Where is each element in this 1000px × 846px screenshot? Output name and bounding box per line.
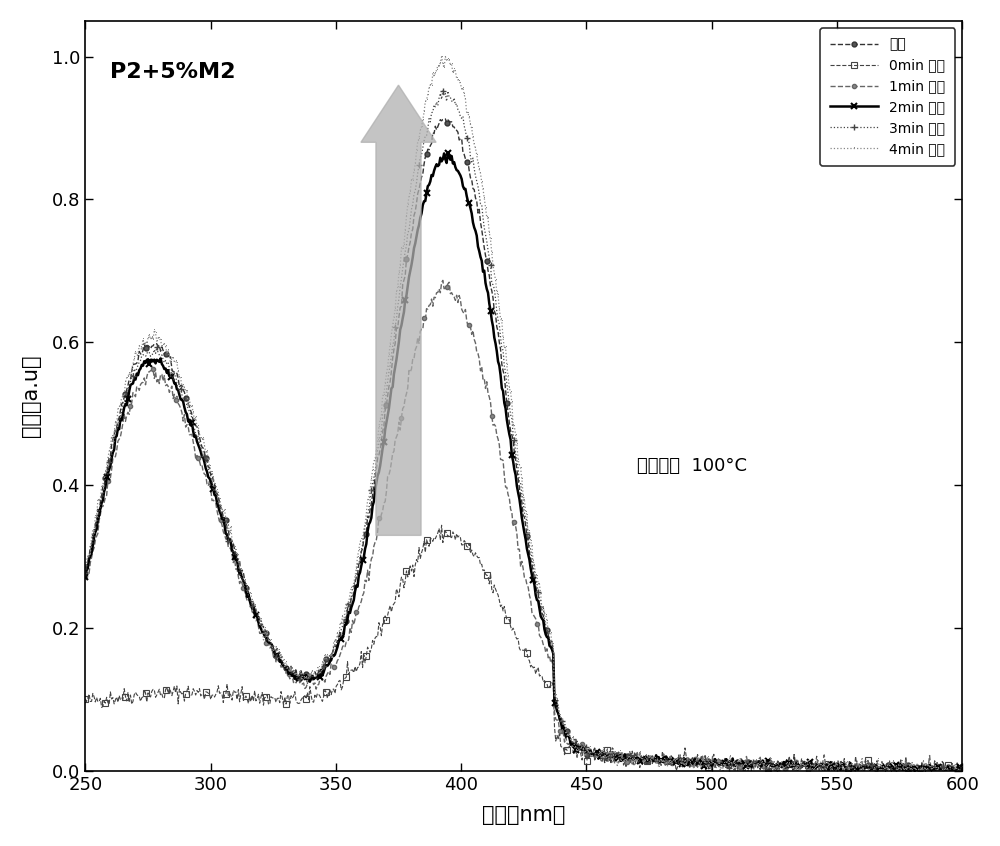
0min 洗脱 xyxy=(872,763,884,773)
0min 洗脱 xyxy=(956,765,968,775)
Line: 加热: 加热 xyxy=(83,117,965,773)
加热 xyxy=(818,766,830,777)
加热 xyxy=(294,669,306,679)
3min 洗脱 xyxy=(763,759,775,769)
Legend: 加热, 0min 洗脱, 1min 洗脱, 2min 洗脱, 3min 洗脱, 4min 洗脱: 加热, 0min 洗脱, 1min 洗脱, 2min 洗脱, 3min 洗脱, … xyxy=(820,28,955,166)
FancyArrow shape xyxy=(361,85,436,536)
4min 洗脱 xyxy=(357,534,369,544)
3min 洗脱 xyxy=(79,568,91,578)
加热 xyxy=(763,765,775,775)
X-axis label: 波长（nm）: 波长（nm） xyxy=(482,805,565,825)
2min 洗脱 xyxy=(897,766,909,777)
3min 洗脱 xyxy=(437,86,449,96)
4min 洗脱 xyxy=(439,52,451,62)
Line: 2min 洗脱: 2min 洗脱 xyxy=(82,150,966,775)
2min 洗脱 xyxy=(357,555,369,565)
1min 洗脱 xyxy=(357,591,369,601)
0min 洗脱 xyxy=(326,684,338,695)
1min 洗脱 xyxy=(326,659,338,669)
2min 洗脱 xyxy=(79,572,91,582)
加热 xyxy=(956,765,968,775)
3min 洗脱 xyxy=(956,761,968,771)
Text: P2+5%M2: P2+5%M2 xyxy=(110,62,236,82)
0min 洗脱 xyxy=(79,694,91,704)
加热 xyxy=(326,648,338,658)
1min 洗脱 xyxy=(872,765,884,775)
2min 洗脱 xyxy=(763,759,775,769)
1min 洗脱 xyxy=(763,759,775,769)
Y-axis label: 吸收（a.u）: 吸收（a.u） xyxy=(21,354,41,437)
Line: 1min 洗脱: 1min 洗脱 xyxy=(83,278,964,773)
3min 洗脱 xyxy=(656,755,668,765)
2min 洗脱 xyxy=(871,765,883,775)
Line: 4min 洗脱: 4min 洗脱 xyxy=(85,56,963,772)
0min 洗脱 xyxy=(294,698,306,708)
3min 洗脱 xyxy=(801,766,813,777)
加热 xyxy=(357,543,369,553)
加热 xyxy=(79,562,91,572)
2min 洗脱 xyxy=(442,148,454,158)
加热 xyxy=(872,762,884,772)
Text: 加热温度  100°C: 加热温度 100°C xyxy=(637,457,747,475)
2min 洗脱 xyxy=(956,760,968,770)
1min 洗脱 xyxy=(772,766,784,777)
1min 洗脱 xyxy=(437,275,449,285)
4min 洗脱 xyxy=(326,653,338,663)
3min 洗脱 xyxy=(294,673,306,684)
3min 洗脱 xyxy=(326,647,338,657)
0min 洗脱 xyxy=(357,662,369,673)
加热 xyxy=(439,114,451,124)
2min 洗脱 xyxy=(326,651,338,661)
1min 洗脱 xyxy=(79,571,91,581)
0min 洗脱 xyxy=(764,757,776,767)
4min 洗脱 xyxy=(872,754,884,764)
4min 洗脱 xyxy=(656,757,668,767)
2min 洗脱 xyxy=(656,756,668,766)
3min 洗脱 xyxy=(357,540,369,550)
加热 xyxy=(656,756,668,766)
4min 洗脱 xyxy=(79,564,91,574)
1min 洗脱 xyxy=(294,678,306,689)
0min 洗脱 xyxy=(436,520,448,530)
Line: 0min 洗脱: 0min 洗脱 xyxy=(82,522,966,775)
4min 洗脱 xyxy=(956,761,968,772)
2min 洗脱 xyxy=(294,672,306,682)
4min 洗脱 xyxy=(294,666,306,676)
1min 洗脱 xyxy=(956,761,968,772)
1min 洗脱 xyxy=(656,757,668,767)
Line: 3min 洗脱: 3min 洗脱 xyxy=(83,88,965,774)
0min 洗脱 xyxy=(738,766,750,777)
3min 洗脱 xyxy=(872,762,884,772)
0min 洗脱 xyxy=(656,746,668,756)
4min 洗脱 xyxy=(764,754,776,764)
4min 洗脱 xyxy=(717,766,729,777)
